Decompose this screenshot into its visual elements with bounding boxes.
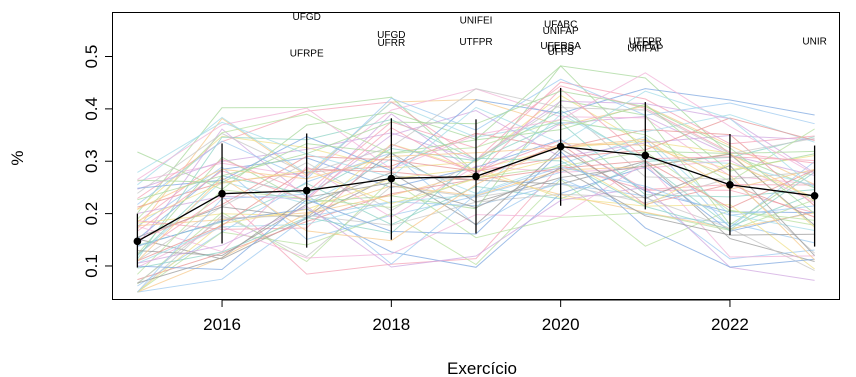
- y-axis: 0.1 0.2 0.3 0.4 0.5: [82, 45, 112, 278]
- y-axis-title: %: [8, 150, 27, 165]
- outlier-label: UFRR: [377, 38, 405, 49]
- university-series-line: [137, 164, 815, 275]
- university-series-line: [137, 88, 815, 189]
- y-tick-label: 0.3: [82, 149, 101, 173]
- mean-point: [641, 151, 650, 160]
- y-tick-label: 0.1: [82, 254, 101, 278]
- x-tick-label: 2018: [372, 315, 410, 334]
- outlier-label: UFRB: [547, 43, 575, 54]
- outlier-label: UNIFEI: [460, 16, 493, 27]
- outlier-label: UFFS: [548, 47, 574, 58]
- outlier-label: UNIR: [802, 36, 826, 47]
- outlier-label: UNIFAP: [543, 26, 579, 37]
- x-axis: 2016 2018 2020 2022: [203, 299, 749, 334]
- outlier-label: UFGD: [377, 30, 405, 41]
- mean-point: [387, 174, 396, 183]
- x-tick-label: 2016: [203, 315, 241, 334]
- outlier-label: UFABC: [544, 20, 577, 31]
- mean-point: [810, 191, 819, 200]
- outlier-label: UTFPR: [459, 37, 492, 48]
- outlier-label: UFRPE: [290, 49, 324, 60]
- y-tick-label: 0.5: [82, 45, 101, 69]
- mean-point: [218, 189, 226, 198]
- outlier-label: UFGD: [293, 12, 321, 23]
- outlier-label: UNIFAP: [627, 43, 663, 54]
- university-series-line: [137, 186, 815, 281]
- mean-series-group: [133, 142, 819, 246]
- y-tick-label: 0.2: [82, 202, 101, 226]
- mean-point: [556, 142, 565, 151]
- mean-point: [726, 181, 734, 189]
- outlier-label: UTFPR: [629, 36, 662, 47]
- x-axis-title: Exercício: [447, 359, 517, 377]
- mean-point: [133, 237, 142, 246]
- mean-point: [302, 186, 311, 195]
- university-series-line: [137, 150, 815, 271]
- outlier-label: UFPEL: [629, 41, 662, 52]
- university-series-line: [137, 88, 815, 194]
- outlier-label: UFERSA: [540, 41, 581, 52]
- mean-point: [472, 172, 480, 181]
- x-tick-label: 2022: [711, 315, 749, 334]
- annotation-group: UFGDUFRPEUFGDUFRRUNIFEIUTFPRUFABCUNIFAPU…: [290, 12, 827, 60]
- university-series-line: [137, 90, 815, 189]
- y-tick-label: 0.4: [82, 97, 101, 121]
- x-tick-label: 2020: [542, 315, 580, 334]
